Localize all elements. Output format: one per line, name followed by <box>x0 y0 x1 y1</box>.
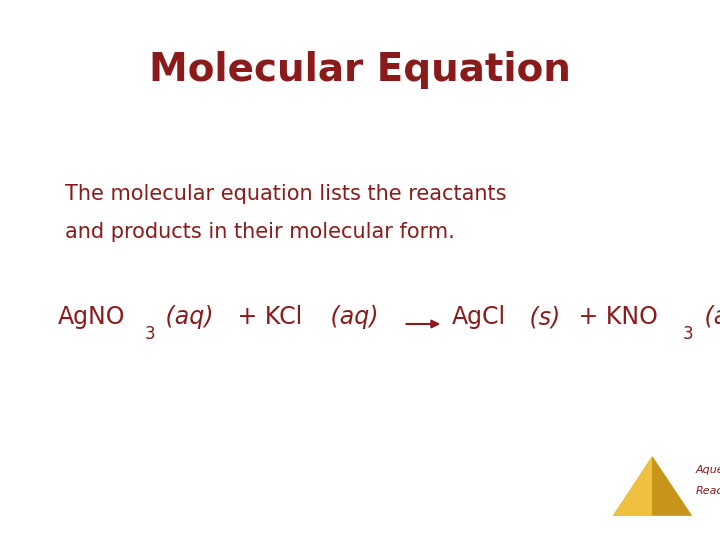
Text: Aqueous: Aqueous <box>696 465 720 475</box>
Text: AgNO: AgNO <box>58 305 125 329</box>
Text: Reactions: Reactions <box>696 487 720 496</box>
Text: 3: 3 <box>683 325 693 343</box>
Text: (s): (s) <box>521 305 560 329</box>
Text: (aq): (aq) <box>323 305 379 329</box>
Polygon shape <box>613 456 652 516</box>
Text: Molecular Equation: Molecular Equation <box>149 51 571 89</box>
Text: AgCl: AgCl <box>451 305 506 329</box>
Text: (aq): (aq) <box>697 305 720 329</box>
Text: + KCl: + KCl <box>230 305 302 329</box>
Text: The molecular equation lists the reactants: The molecular equation lists the reactan… <box>65 184 506 205</box>
Polygon shape <box>613 456 692 516</box>
Text: and products in their molecular form.: and products in their molecular form. <box>65 222 454 242</box>
Text: + KNO: + KNO <box>571 305 658 329</box>
Polygon shape <box>652 456 692 516</box>
Text: 3: 3 <box>145 325 156 343</box>
Text: (aq): (aq) <box>158 305 214 329</box>
